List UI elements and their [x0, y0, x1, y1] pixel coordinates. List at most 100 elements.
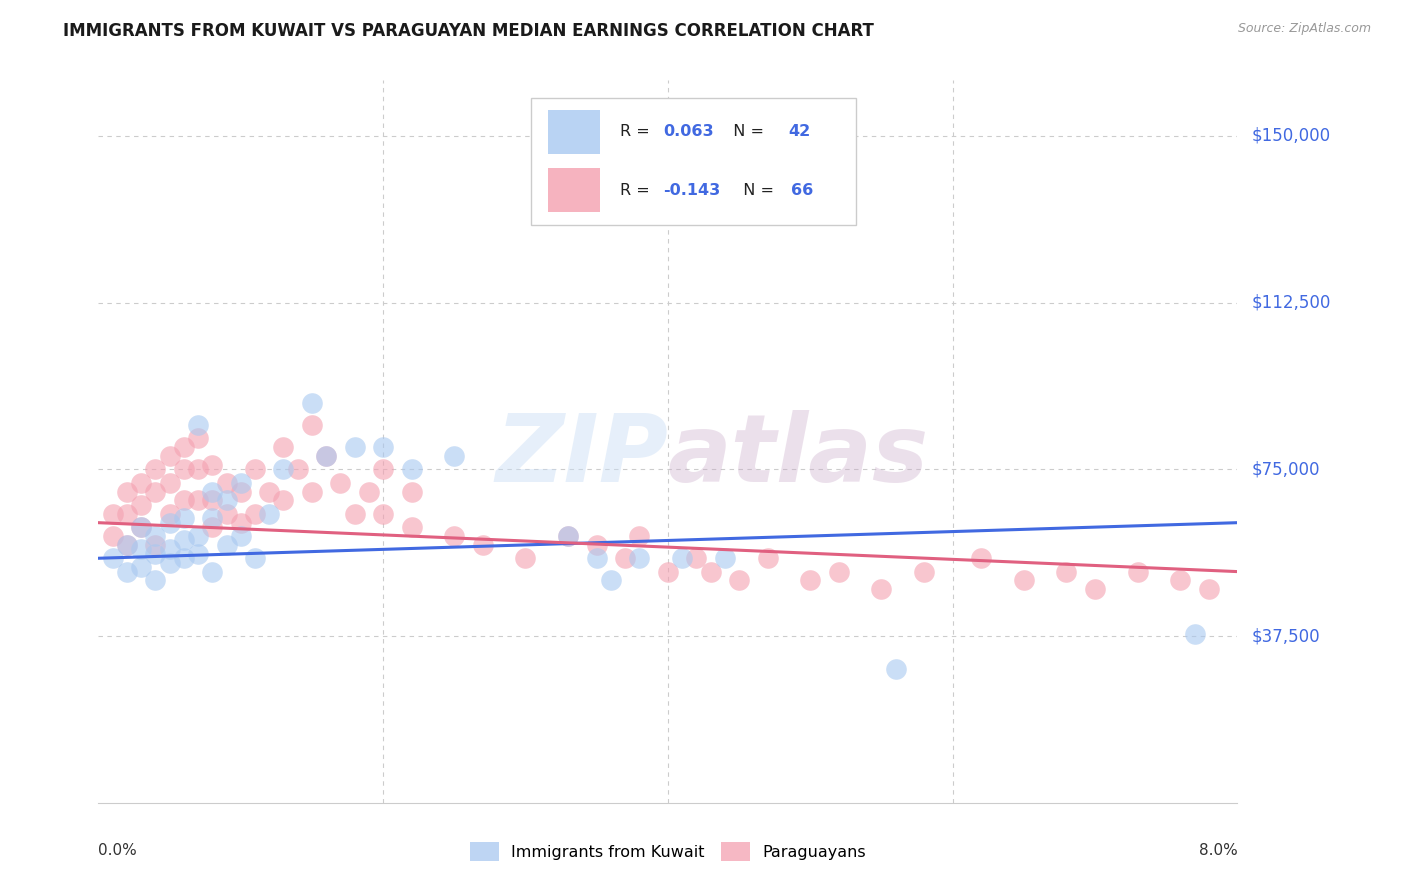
Point — [145, 574, 167, 588]
Point — [173, 440, 195, 454]
Point — [301, 484, 323, 499]
Point — [628, 529, 651, 543]
Point — [101, 529, 124, 543]
Point — [145, 547, 167, 561]
Text: atlas: atlas — [668, 410, 929, 502]
Point — [799, 574, 821, 588]
Point — [201, 484, 224, 499]
Point — [301, 417, 323, 432]
Point — [129, 560, 152, 574]
Text: R =: R = — [620, 183, 655, 198]
Point — [187, 462, 209, 476]
Point — [585, 551, 607, 566]
Point — [600, 574, 623, 588]
Text: -0.143: -0.143 — [664, 183, 720, 198]
Point — [970, 551, 993, 566]
Point — [173, 533, 195, 548]
Point — [699, 565, 721, 579]
Point — [115, 507, 138, 521]
Point — [173, 462, 195, 476]
Point — [215, 507, 238, 521]
Point — [101, 551, 124, 566]
Point — [671, 551, 693, 566]
Point — [371, 507, 394, 521]
Point — [187, 547, 209, 561]
Point — [243, 507, 266, 521]
Point — [243, 462, 266, 476]
Point — [187, 493, 209, 508]
Point — [1170, 574, 1192, 588]
Point — [870, 582, 893, 597]
Point — [628, 551, 651, 566]
Point — [1198, 582, 1220, 597]
Point — [173, 551, 195, 566]
Point — [173, 493, 195, 508]
Text: Source: ZipAtlas.com: Source: ZipAtlas.com — [1237, 22, 1371, 36]
Point — [371, 462, 394, 476]
Text: R =: R = — [620, 124, 655, 139]
Legend: Immigrants from Kuwait, Paraguayans: Immigrants from Kuwait, Paraguayans — [464, 836, 872, 867]
Point — [657, 565, 679, 579]
Text: 0.063: 0.063 — [664, 124, 714, 139]
Point — [115, 484, 138, 499]
Point — [115, 538, 138, 552]
Point — [343, 507, 366, 521]
Point — [129, 542, 152, 557]
Point — [129, 475, 152, 490]
Point — [145, 462, 167, 476]
Point — [1084, 582, 1107, 597]
Point — [201, 493, 224, 508]
Text: 42: 42 — [789, 124, 811, 139]
Text: $112,500: $112,500 — [1251, 293, 1330, 311]
Point — [614, 551, 637, 566]
Point — [443, 529, 465, 543]
Point — [401, 484, 423, 499]
Point — [201, 520, 224, 534]
Point — [187, 431, 209, 445]
Point — [685, 551, 707, 566]
FancyBboxPatch shape — [548, 168, 599, 212]
Point — [215, 475, 238, 490]
Point — [557, 529, 579, 543]
Point — [1012, 574, 1035, 588]
Point — [159, 542, 181, 557]
Point — [443, 449, 465, 463]
Point — [401, 520, 423, 534]
Point — [229, 529, 252, 543]
Point — [515, 551, 537, 566]
Point — [145, 484, 167, 499]
Point — [159, 516, 181, 530]
Text: 66: 66 — [790, 183, 813, 198]
Text: $150,000: $150,000 — [1251, 127, 1330, 145]
Point — [145, 538, 167, 552]
Point — [215, 493, 238, 508]
Point — [273, 493, 295, 508]
Point — [585, 538, 607, 552]
Point — [728, 574, 751, 588]
Point — [259, 507, 281, 521]
Point — [159, 507, 181, 521]
Text: 8.0%: 8.0% — [1198, 843, 1237, 857]
Point — [884, 662, 907, 676]
Point — [201, 565, 224, 579]
FancyBboxPatch shape — [548, 110, 599, 154]
Point — [101, 507, 124, 521]
Point — [371, 440, 394, 454]
FancyBboxPatch shape — [531, 98, 856, 225]
Point — [1184, 627, 1206, 641]
Point — [714, 551, 737, 566]
Point — [315, 449, 337, 463]
Point — [229, 475, 252, 490]
Point — [129, 520, 152, 534]
Point — [315, 449, 337, 463]
Text: 0.0%: 0.0% — [98, 843, 138, 857]
Point — [357, 484, 380, 499]
Point — [401, 462, 423, 476]
Point — [215, 538, 238, 552]
Point — [273, 440, 295, 454]
Point — [159, 475, 181, 490]
Point — [187, 417, 209, 432]
Point — [229, 484, 252, 499]
Point — [243, 551, 266, 566]
Point — [159, 556, 181, 570]
